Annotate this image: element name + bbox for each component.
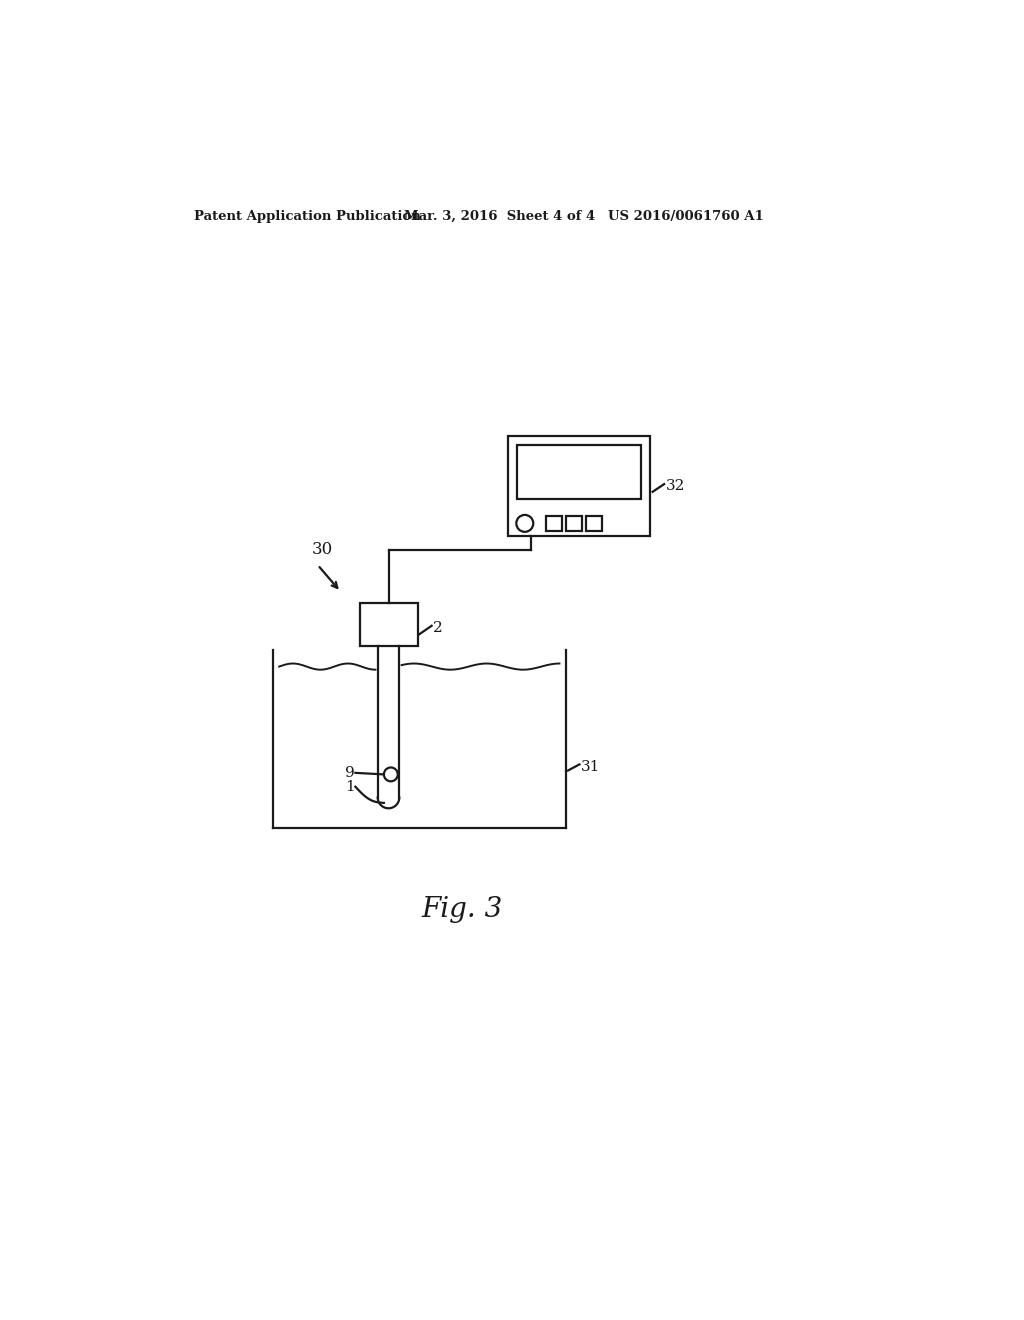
Text: 32: 32 <box>666 479 685 492</box>
Text: 31: 31 <box>581 760 600 774</box>
Text: 30: 30 <box>311 541 333 558</box>
Bar <box>508 436 650 536</box>
Bar <box>547 516 562 531</box>
Circle shape <box>384 767 397 781</box>
Text: 9: 9 <box>345 766 354 780</box>
Bar <box>517 445 641 499</box>
Text: Fig. 3: Fig. 3 <box>421 896 503 923</box>
Text: US 2016/0061760 A1: US 2016/0061760 A1 <box>608 210 764 223</box>
Circle shape <box>516 515 534 532</box>
Text: 2: 2 <box>433 622 443 635</box>
Text: 1: 1 <box>345 780 354 793</box>
Text: Mar. 3, 2016  Sheet 4 of 4: Mar. 3, 2016 Sheet 4 of 4 <box>403 210 595 223</box>
Text: Patent Application Publication: Patent Application Publication <box>194 210 421 223</box>
Bar <box>360 603 418 645</box>
Bar <box>566 516 582 531</box>
Bar <box>587 516 602 531</box>
